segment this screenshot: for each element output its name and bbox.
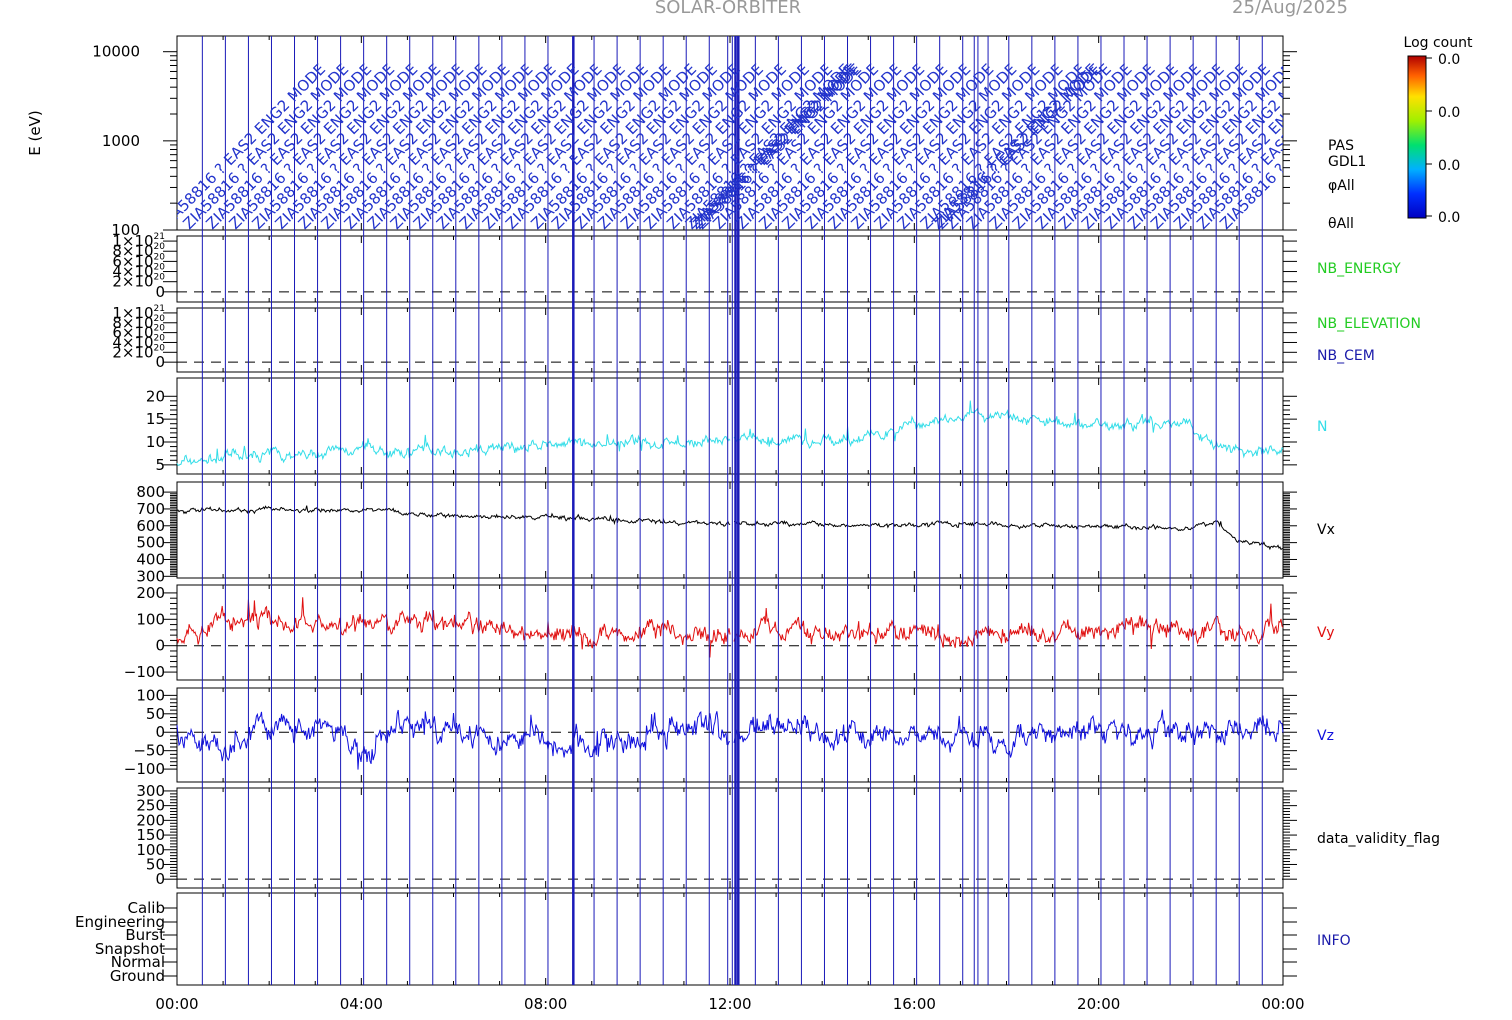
- y-tick-label: 500: [136, 534, 165, 552]
- y-tick-label: 6×1020: [112, 324, 165, 342]
- y-tick-label: 700: [136, 500, 165, 518]
- y-tick-label: 250: [136, 797, 165, 815]
- date-label: 25/Aug/2025: [1232, 0, 1348, 18]
- series-label: Vz: [1317, 728, 1334, 744]
- plot-title: SOLAR-ORBITER: [655, 0, 801, 18]
- series-label: NB_CEM: [1317, 348, 1375, 364]
- series-label: data_validity_flag: [1317, 831, 1440, 847]
- y-axis-label: E (eV): [26, 110, 44, 155]
- y-tick-label: 4×1020: [112, 263, 165, 281]
- x-axis: 00:00 04:00 08:00 12:00 16:00 20:00 00:00: [155, 995, 1304, 1013]
- colorbar-tick-label: 0.0: [1438, 52, 1460, 68]
- y-tick-label: −50: [133, 742, 165, 760]
- x-tick-label: 00:00: [155, 995, 198, 1013]
- y-tick-label: 1000: [102, 132, 140, 150]
- y-tick-label: 0: [155, 637, 165, 655]
- y-tick-label: 20: [146, 387, 165, 405]
- y-tick-label: −100: [124, 663, 165, 681]
- y-tick-label: Normal: [111, 953, 165, 971]
- y-tick-label: 300: [136, 567, 165, 585]
- y-tick-label: 8×1020: [112, 242, 165, 260]
- colorbar-gradient: [1407, 55, 1427, 219]
- energy-right-label: φAll: [1328, 178, 1355, 194]
- y-tick-label: Engineering: [75, 913, 165, 931]
- y-tick-label: 50: [146, 855, 165, 873]
- vx-panel-frame: [176, 481, 1284, 579]
- y-tick-label: 100: [136, 610, 165, 628]
- y-tick-label: 200: [136, 811, 165, 829]
- y-tick-label: 800: [136, 483, 165, 501]
- y-tick-label: 0: [155, 870, 165, 888]
- info-panel-frame: [176, 892, 1284, 986]
- energy-right-label: GDL1: [1328, 154, 1366, 170]
- y-tick-label: 150: [136, 826, 165, 844]
- vy-series-line: [176, 597, 1284, 658]
- series-label: Vx: [1317, 522, 1335, 538]
- colorbar-tick-label: 0.0: [1438, 158, 1460, 174]
- y-tick-label: 10: [146, 433, 165, 451]
- colorbar-tick-label: 0.0: [1438, 210, 1460, 226]
- y-tick-label: 400: [136, 550, 165, 568]
- y-tick-label: 100: [111, 221, 140, 239]
- colorbar-tick-label: 0.0: [1438, 105, 1460, 121]
- series-label: Vy: [1317, 625, 1335, 641]
- y-tick-label: 2×1020: [112, 273, 165, 291]
- y-tick-label: 8×1020: [112, 314, 165, 332]
- series-label: N: [1317, 419, 1327, 435]
- y-tick-label: Snapshot: [95, 940, 165, 958]
- x-tick-label: 08:00: [524, 995, 567, 1013]
- y-tick-label: Calib: [127, 899, 165, 917]
- x-tick-label: 16:00: [893, 995, 936, 1013]
- y-tick-label: 100: [136, 841, 165, 859]
- y-tick-label: 1×1021: [112, 304, 165, 322]
- y-tick-label: 0: [155, 353, 165, 371]
- vx-series-line: [176, 505, 1284, 551]
- vz-series-line: [176, 709, 1284, 770]
- energy-right-label: θAll: [1328, 216, 1354, 232]
- x-tick-label: 00:00: [1261, 995, 1304, 1013]
- y-tick-label: 50: [146, 705, 165, 723]
- y-tick-label: 10000: [92, 43, 140, 61]
- series-label: INFO: [1317, 933, 1351, 949]
- y-tick-label: 2×1020: [112, 343, 165, 361]
- y-tick-label: 0: [155, 723, 165, 741]
- y-tick-label: 4×1020: [112, 333, 165, 351]
- y-tick-label: 600: [136, 517, 165, 535]
- colorbar-label: Log count: [1404, 35, 1473, 51]
- y-tick-label: 0: [155, 283, 165, 301]
- y-tick-label: 15: [146, 410, 165, 428]
- y-tick-label: −100: [124, 760, 165, 778]
- y-tick-label: Ground: [110, 967, 165, 985]
- y-tick-label: 100: [136, 686, 165, 704]
- x-tick-label: 20:00: [1077, 995, 1120, 1013]
- energy-right-label: PAS: [1328, 138, 1354, 154]
- y-tick-label: 6×1020: [112, 252, 165, 270]
- y-tick-label: Burst: [125, 926, 165, 944]
- y-tick-label: 1×1021: [112, 232, 165, 250]
- series-label: NB_ENERGY: [1317, 261, 1401, 277]
- x-tick-label: 12:00: [708, 995, 751, 1013]
- y-tick-label: 300: [136, 782, 165, 800]
- series-label: NB_ELEVATION: [1317, 316, 1421, 332]
- y-tick-label: 200: [136, 584, 165, 602]
- x-tick-label: 04:00: [340, 995, 383, 1013]
- density-series-line: [176, 400, 1284, 466]
- validity-panel-frame: [176, 787, 1284, 889]
- colorbar: Log count 0.0 0.0 0.0 0.0: [1404, 35, 1473, 226]
- y-tick-label: 5: [155, 456, 165, 474]
